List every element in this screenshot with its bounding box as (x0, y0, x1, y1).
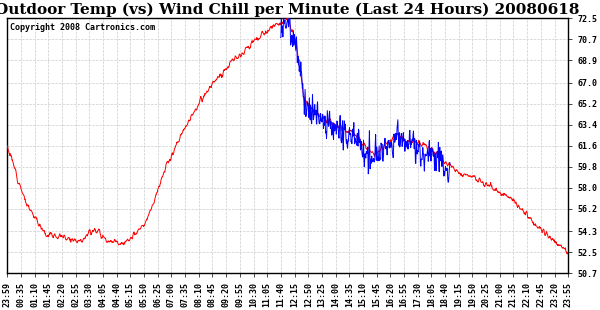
Title: Outdoor Temp (vs) Wind Chill per Minute (Last 24 Hours) 20080618: Outdoor Temp (vs) Wind Chill per Minute … (0, 3, 580, 17)
Text: Copyright 2008 Cartronics.com: Copyright 2008 Cartronics.com (10, 24, 155, 33)
